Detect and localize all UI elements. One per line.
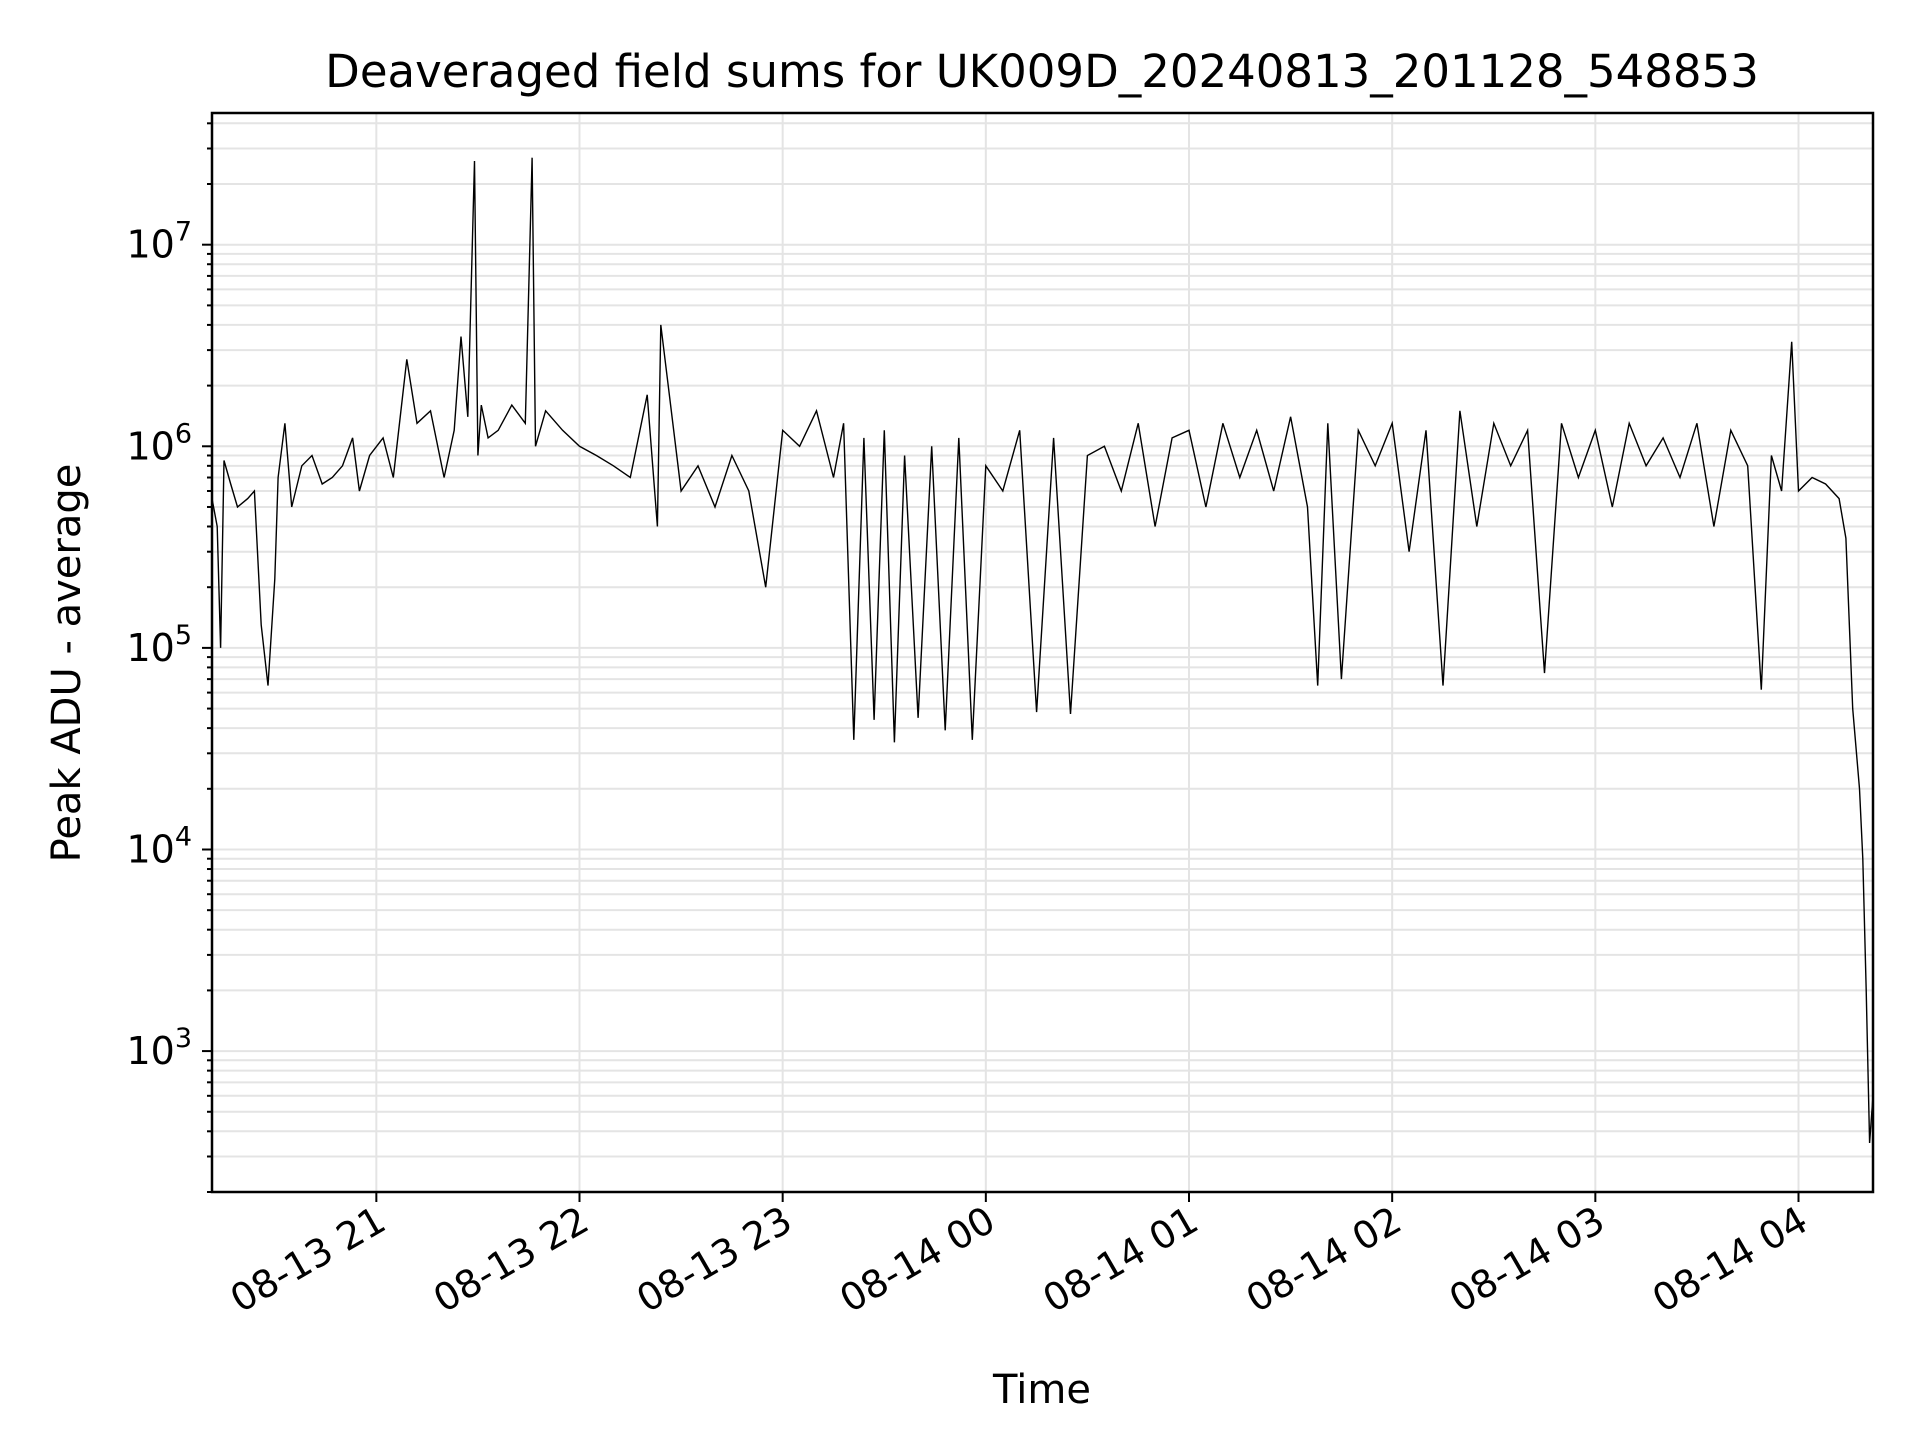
series-line — [211, 157, 1874, 1144]
y-axis-label: Peak ADU - average — [44, 464, 90, 863]
y-tick-label: 106 — [126, 418, 192, 468]
y-tick-label: 104 — [126, 821, 192, 871]
series-layer — [211, 157, 1874, 1144]
y-tick-label: 107 — [126, 217, 192, 267]
chart-title: Deaveraged field sums for UK009D_2024081… — [325, 45, 1759, 98]
y-tick-label: 103 — [126, 1023, 192, 1073]
plot-frame — [210, 111, 1875, 1194]
y-tick-label: 105 — [126, 620, 192, 670]
grid-lines — [212, 113, 1873, 1193]
x-axis-label: Time — [992, 1367, 1091, 1413]
